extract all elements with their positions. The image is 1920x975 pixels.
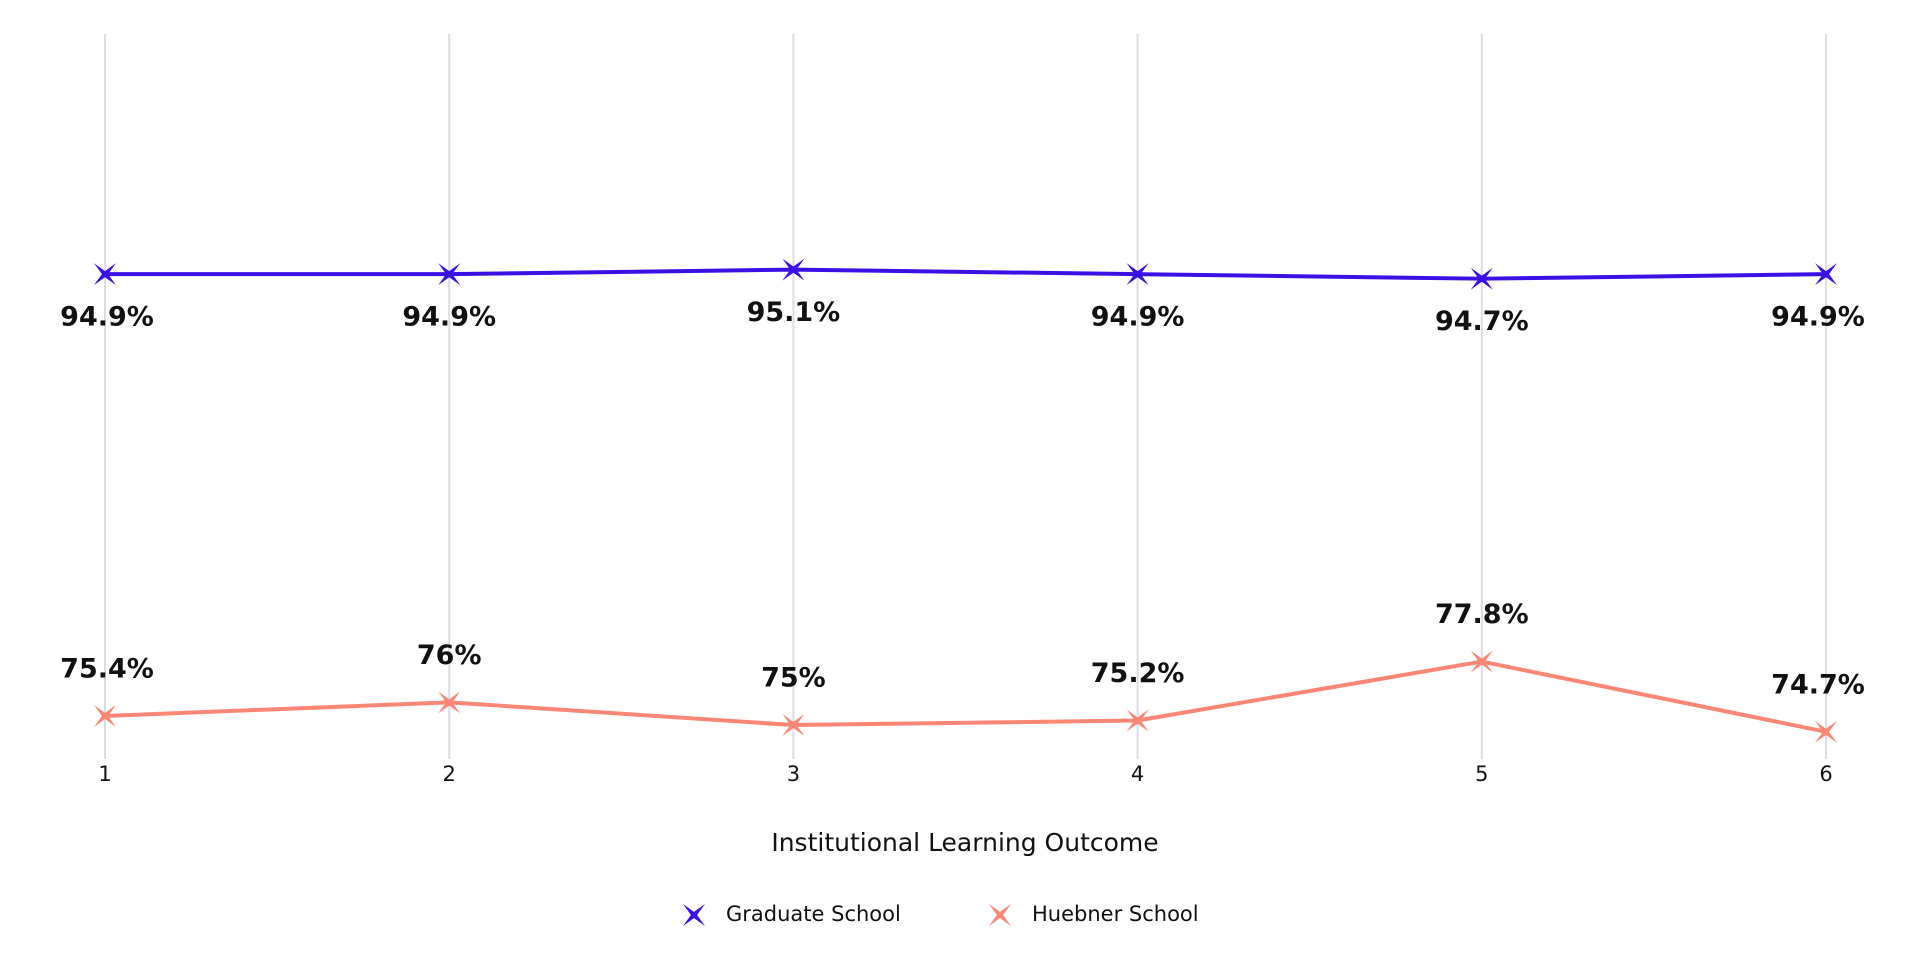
data-label: 75.2% [1091, 658, 1185, 689]
x-axis-title: Institutional Learning Outcome [771, 828, 1158, 857]
marker [438, 691, 461, 714]
data-label: 94.9% [1091, 302, 1185, 333]
marker [1470, 267, 1493, 290]
data-label: 94.9% [402, 302, 496, 333]
legend-marker [683, 904, 705, 926]
data-label: 94.9% [1771, 302, 1865, 333]
marker [94, 704, 116, 727]
data-label: 75.4% [60, 653, 154, 684]
marker [94, 263, 116, 286]
legend-label: Graduate School [726, 902, 901, 926]
marker [438, 263, 461, 286]
legend-label: Huebner School [1032, 902, 1199, 926]
marker [1815, 263, 1837, 286]
legend-marker [989, 904, 1011, 926]
x-tick-label: 6 [1819, 762, 1832, 786]
x-tick-label: 4 [1131, 762, 1144, 786]
x-tick-label: 5 [1475, 762, 1488, 786]
marker [782, 714, 805, 737]
data-label: 76% [417, 640, 482, 671]
series-line [105, 267, 1827, 281]
marker [1815, 720, 1837, 743]
x-tick-label: 2 [443, 762, 456, 786]
data-label: 94.9% [60, 302, 154, 333]
marker [782, 258, 805, 281]
x-tick-label: 3 [787, 762, 800, 786]
marker [1126, 709, 1149, 732]
data-label: 75% [761, 663, 826, 694]
series-line [104, 659, 1827, 734]
data-label: 74.7% [1771, 669, 1865, 700]
marker [1470, 650, 1493, 673]
data-label: 77.8% [1435, 599, 1529, 630]
marker [1126, 263, 1149, 286]
data-label: 94.7% [1435, 306, 1529, 337]
data-label: 95.1% [747, 297, 841, 328]
x-tick-label: 1 [98, 762, 111, 786]
